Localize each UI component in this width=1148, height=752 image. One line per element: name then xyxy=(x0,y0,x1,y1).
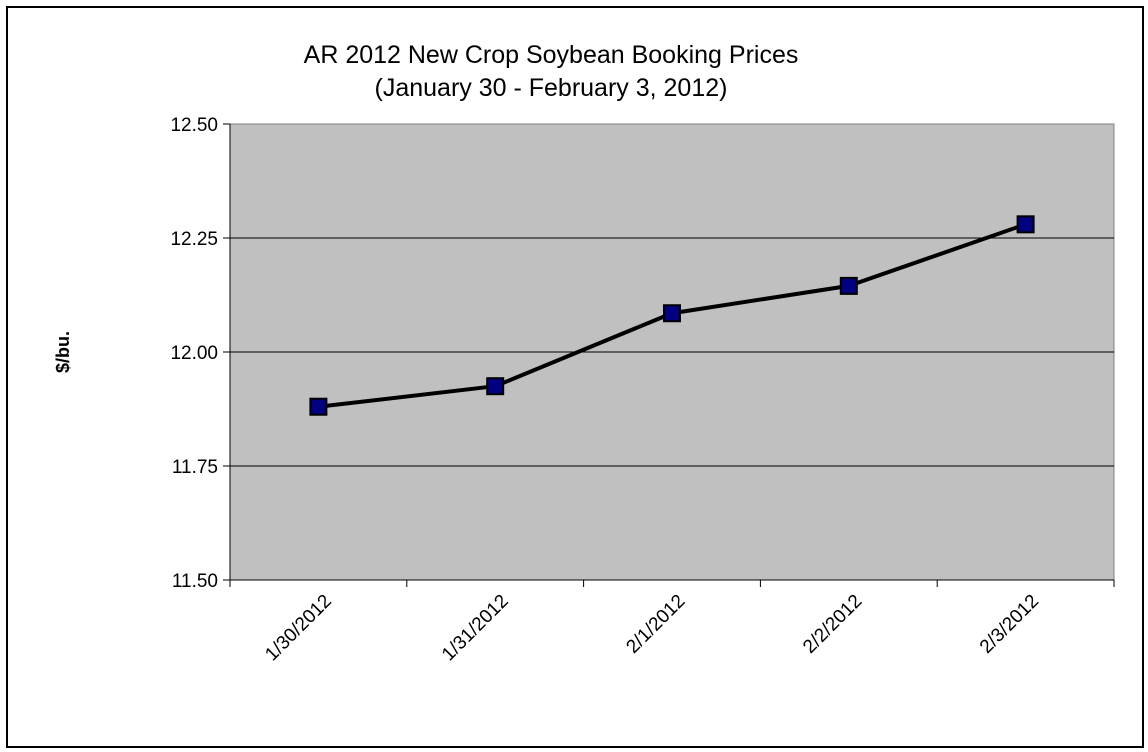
data-point-marker xyxy=(663,304,681,323)
x-tick-label: 1/31/2012 xyxy=(438,591,513,666)
x-tick-label: 2/2/2012 xyxy=(799,591,866,658)
x-tick-label: 2/1/2012 xyxy=(622,591,689,658)
data-point-marker xyxy=(309,397,328,416)
axis-layer xyxy=(223,123,1115,587)
y-tick-label: 12.00 xyxy=(170,343,218,364)
chart-title: AR 2012 New Crop Soybean Booking Prices xyxy=(304,41,799,69)
chart-subtitle: (January 30 - February 3, 2012) xyxy=(375,74,728,102)
chart-frame: AR 2012 New Crop Soybean Booking Prices … xyxy=(6,6,1144,748)
x-tick-label: 1/30/2012 xyxy=(261,591,336,666)
y-tick-label: 11.50 xyxy=(172,571,218,592)
chart: AR 2012 New Crop Soybean Booking Prices … xyxy=(53,41,1115,666)
y-tick-label: 12.25 xyxy=(170,229,218,250)
series-layer xyxy=(309,215,1035,416)
y-tick-label: 11.75 xyxy=(172,457,218,478)
x-tick-label: 2/3/2012 xyxy=(976,591,1043,658)
data-point-marker xyxy=(1016,215,1035,234)
y-tick-label: 12.50 xyxy=(170,115,218,136)
data-point-marker xyxy=(486,377,505,396)
data-point-marker xyxy=(839,276,858,295)
grid-layer xyxy=(230,237,1114,467)
y-axis-label: $/bu. xyxy=(53,331,73,373)
